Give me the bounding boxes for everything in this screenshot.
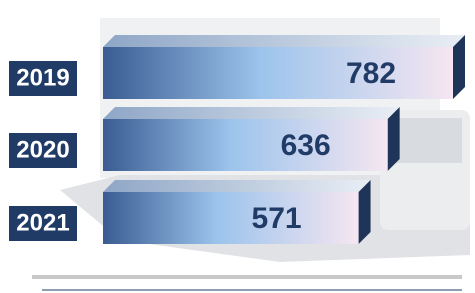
bar-top bbox=[103, 35, 465, 47]
page: {"chart_data": {"type": "bar", "orientat… bbox=[0, 0, 475, 293]
category-label: 2019 bbox=[16, 64, 69, 91]
truck-window bbox=[392, 118, 462, 163]
chart: 782 2019 636 2020 571 2021 bbox=[0, 0, 475, 293]
bar bbox=[103, 119, 388, 171]
bar bbox=[103, 192, 359, 244]
category-label: 2020 bbox=[16, 136, 69, 163]
value-label: 636 bbox=[281, 129, 331, 162]
bar bbox=[103, 47, 453, 99]
value-label: 571 bbox=[252, 202, 302, 235]
bar-top bbox=[103, 180, 371, 192]
value-label: 782 bbox=[346, 57, 396, 90]
bar-top bbox=[103, 107, 400, 119]
category-label: 2021 bbox=[16, 209, 69, 236]
